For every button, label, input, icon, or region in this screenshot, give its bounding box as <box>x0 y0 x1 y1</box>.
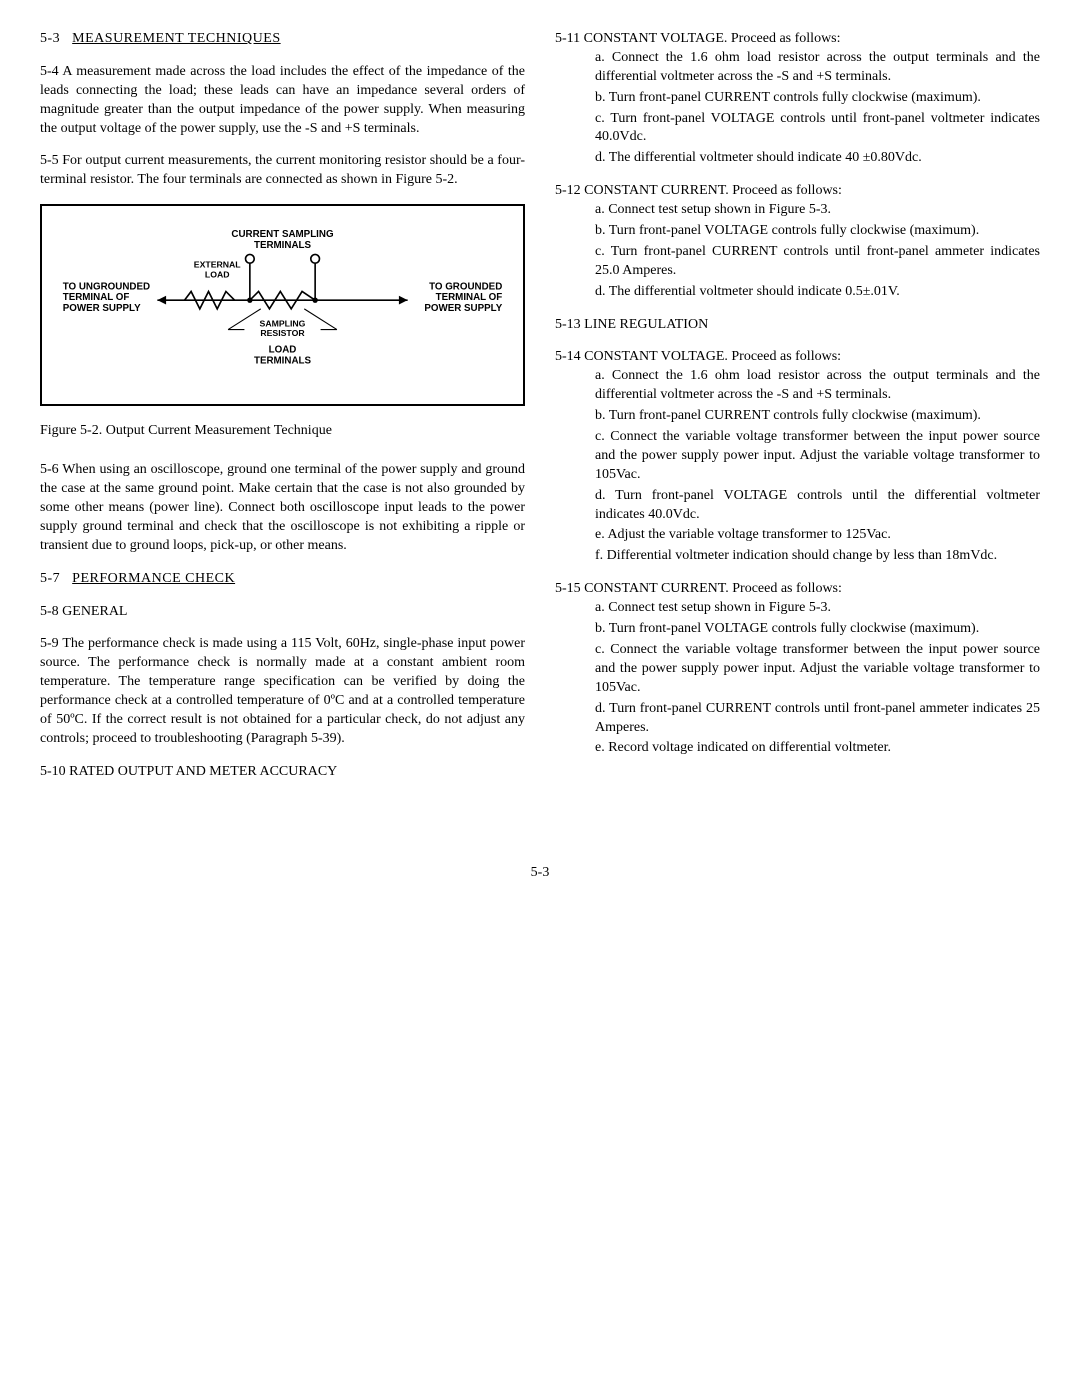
step-a: a. Connect the 1.6 ohm load resistor acr… <box>555 367 1040 405</box>
section-5-10-heading: 5-10 RATED OUTPUT AND METER ACCURACY <box>40 763 525 782</box>
para-5-4: 5-4 A measurement made across the load i… <box>40 63 525 139</box>
step-e: e. Record voltage indicated on different… <box>555 739 1040 758</box>
step-f: f. Differential voltmeter indication sho… <box>555 547 1040 566</box>
para-5-8: 5-8 GENERAL <box>40 603 525 622</box>
step-d: d. Turn front-panel CURRENT controls unt… <box>555 700 1040 738</box>
section-num: 5-7 <box>40 571 60 586</box>
para-5-5: 5-5 For output current measurements, the… <box>40 152 525 190</box>
para-5-12-block: 5-12 CONSTANT CURRENT. Proceed as follow… <box>555 182 1040 301</box>
page-number: 5-3 <box>40 864 1040 883</box>
para-5-15-block: 5-15 CONSTANT CURRENT. Proceed as follow… <box>555 580 1040 758</box>
fig-label: POWER SUPPLY <box>63 303 141 314</box>
fig-label: TO GROUNDED <box>429 282 502 293</box>
figure-5-2-svg: CURRENT SAMPLING TERMINALS EXTERNAL LOAD… <box>54 224 511 387</box>
step-b: b. Turn front-panel VOLTAGE controls ful… <box>555 222 1040 241</box>
step-d: d. Turn front-panel VOLTAGE controls unt… <box>555 487 1040 525</box>
figure-5-2-caption: Figure 5-2. Output Current Measurement T… <box>40 422 525 441</box>
step-b: b. Turn front-panel VOLTAGE controls ful… <box>555 620 1040 639</box>
para-5-9: 5-9 The performance check is made using … <box>40 635 525 748</box>
para-5-15-head: 5-15 CONSTANT CURRENT. Proceed as follow… <box>555 580 1040 599</box>
para-5-14-head: 5-14 CONSTANT VOLTAGE. Proceed as follow… <box>555 348 1040 367</box>
fig-label: CURRENT SAMPLING <box>231 229 333 240</box>
para-5-6: 5-6 When using an oscilloscope, ground o… <box>40 461 525 555</box>
section-title: PERFORMANCE CHECK <box>72 571 235 586</box>
para-5-11-head: 5-11 CONSTANT VOLTAGE. Proceed as follow… <box>555 30 1040 49</box>
step-a: a. Connect the 1.6 ohm load resistor acr… <box>555 49 1040 87</box>
fig-label: EXTERNAL <box>194 260 242 270</box>
section-5-3-heading: 5-3 MEASUREMENT TECHNIQUES <box>40 30 525 49</box>
step-d: d. The differential voltmeter should ind… <box>555 283 1040 302</box>
fig-label: TERMINAL OF <box>436 292 503 303</box>
step-a: a. Connect test setup shown in Figure 5-… <box>555 201 1040 220</box>
step-c: c. Connect the variable voltage transfor… <box>555 428 1040 485</box>
fig-label: TERMINAL OF <box>63 292 130 303</box>
para-5-11-block: 5-11 CONSTANT VOLTAGE. Proceed as follow… <box>555 30 1040 168</box>
para-5-14-block: 5-14 CONSTANT VOLTAGE. Proceed as follow… <box>555 348 1040 566</box>
step-c: c. Turn front-panel VOLTAGE controls unt… <box>555 110 1040 148</box>
step-c: c. Connect the variable voltage transfor… <box>555 641 1040 698</box>
step-b: b. Turn front-panel CURRENT controls ful… <box>555 407 1040 426</box>
section-title: MEASUREMENT TECHNIQUES <box>72 31 280 46</box>
para-5-12-head: 5-12 CONSTANT CURRENT. Proceed as follow… <box>555 182 1040 201</box>
fig-label: POWER SUPPLY <box>424 303 502 314</box>
fig-label: SAMPLING <box>260 319 306 329</box>
fig-label: TERMINALS <box>254 356 312 367</box>
fig-label: LOAD <box>269 345 297 356</box>
fig-label: TO UNGROUNDED <box>63 282 150 293</box>
step-a: a. Connect test setup shown in Figure 5-… <box>555 599 1040 618</box>
fig-label: LOAD <box>205 270 230 280</box>
section-5-13-heading: 5-13 LINE REGULATION <box>555 316 1040 335</box>
step-b: b. Turn front-panel CURRENT controls ful… <box>555 89 1040 108</box>
figure-5-2: CURRENT SAMPLING TERMINALS EXTERNAL LOAD… <box>40 204 525 406</box>
fig-label: TERMINALS <box>254 240 312 251</box>
section-num: 5-3 <box>40 31 60 46</box>
section-5-7-heading: 5-7 PERFORMANCE CHECK <box>40 570 525 589</box>
step-c: c. Turn front-panel CURRENT controls unt… <box>555 243 1040 281</box>
fig-label: RESISTOR <box>260 328 305 338</box>
step-d: d. The differential voltmeter should ind… <box>555 149 1040 168</box>
step-e: e. Adjust the variable voltage transform… <box>555 526 1040 545</box>
